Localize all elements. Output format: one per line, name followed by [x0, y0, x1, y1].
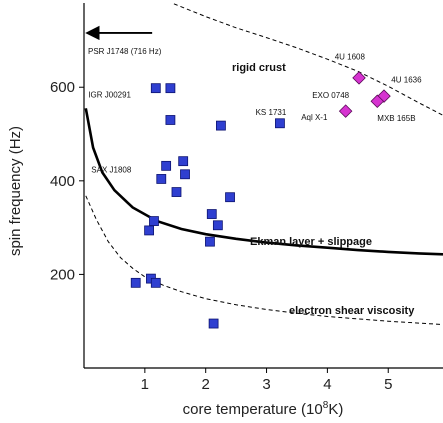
curve-2: [170, 3, 443, 116]
square-point: [208, 318, 219, 329]
x-tick-label: 4: [323, 376, 331, 393]
square-point: [165, 83, 176, 94]
y-axis-title: spin frequency (Hz): [7, 126, 24, 256]
psr-j1748-label: PSR J1748 (716 Hz): [88, 47, 162, 56]
label-exo-0748: EXO 0748: [312, 91, 349, 100]
label-aql-x1: Aql X-1: [301, 113, 328, 122]
square-point: [149, 216, 159, 226]
square-point: [150, 83, 161, 94]
x-tick-label: 5: [384, 376, 392, 393]
square-point: [165, 115, 176, 125]
square-point: [130, 277, 141, 288]
x-axis-title: core temperature (108K): [183, 400, 344, 418]
square-point: [275, 118, 285, 129]
x-tick-label: 2: [202, 376, 210, 393]
source-labels: IGR J00291 SAX J1808 KS 1731 4U 1608 4U …: [88, 53, 422, 175]
square-point: [225, 192, 235, 203]
square-point: [206, 209, 217, 219]
square-point: [150, 277, 161, 288]
square-point: [144, 225, 155, 236]
square-point: [212, 220, 223, 231]
square-point: [216, 120, 226, 131]
ekman-layer-label: Ekman layer + slippage: [250, 236, 372, 248]
x-axis-ticks: 1 2 3 4 5: [141, 368, 392, 393]
square-point: [180, 169, 190, 180]
x-tick-label: 3: [262, 376, 270, 393]
diamond-point: [352, 71, 366, 85]
label-4u-1636: 4U 1636: [391, 76, 422, 85]
square-point: [178, 156, 189, 167]
electron-shear-label: electron shear viscosity: [289, 305, 415, 317]
diamond-point: [370, 94, 385, 109]
label-igr-j00291: IGR J00291: [88, 91, 131, 100]
x-tick-label: 1: [141, 376, 149, 393]
diamond-point: [338, 104, 353, 118]
curve-1: [85, 195, 443, 325]
square-point: [161, 160, 172, 171]
square-point: [156, 174, 167, 184]
x-axis-title-main: core temperature (10: [183, 401, 323, 418]
y-tick-label: 600: [50, 79, 75, 96]
square-point: [171, 187, 182, 197]
x-axis-title-unit: K): [328, 401, 343, 418]
x-axis-title-exponent: 8: [323, 400, 329, 411]
y-axis-ticks: 200 400 600: [50, 79, 84, 283]
label-mxb-165b: MXB 165B: [377, 114, 415, 123]
label-4u-1608: 4U 1608: [335, 53, 366, 62]
reference-line-group: PSR J1748 (716 Hz): [85, 25, 162, 56]
rigid-crust-label: rigid crust: [232, 62, 286, 74]
y-tick-label: 400: [50, 173, 75, 190]
label-sax-j1808: SAX J1808: [91, 165, 132, 174]
y-tick-label: 200: [50, 266, 75, 283]
model-curves: [84, 3, 443, 325]
curve-0: [84, 108, 443, 256]
square-point: [205, 236, 215, 247]
data-points: [130, 71, 391, 329]
label-ks-1731: KS 1731: [256, 108, 287, 117]
